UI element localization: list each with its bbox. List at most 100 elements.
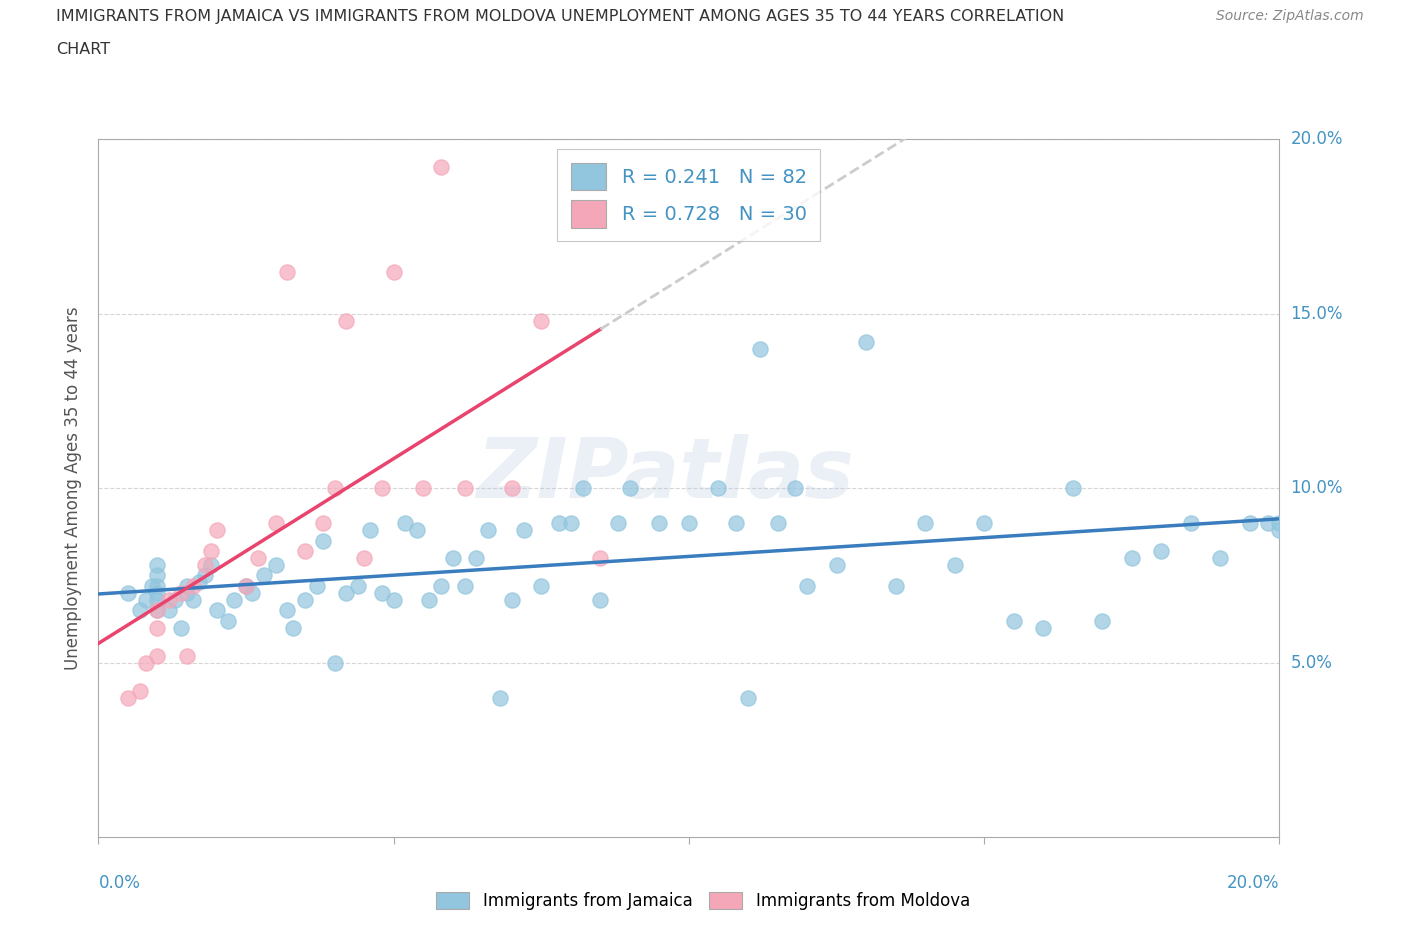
Point xyxy=(335,586,357,601)
Point xyxy=(359,523,381,538)
Point xyxy=(1091,614,1114,629)
Point xyxy=(825,558,848,573)
Point xyxy=(382,264,405,279)
Point xyxy=(707,481,730,496)
Text: IMMIGRANTS FROM JAMAICA VS IMMIGRANTS FROM MOLDOVA UNEMPLOYMENT AMONG AGES 35 TO: IMMIGRANTS FROM JAMAICA VS IMMIGRANTS FR… xyxy=(56,9,1064,24)
Point xyxy=(181,592,204,607)
Point xyxy=(146,558,169,573)
Point xyxy=(283,620,305,635)
Point xyxy=(146,603,169,618)
Point xyxy=(1062,481,1084,496)
Point xyxy=(305,578,328,593)
Point xyxy=(294,592,316,607)
Point xyxy=(453,578,475,593)
Text: Source: ZipAtlas.com: Source: ZipAtlas.com xyxy=(1216,9,1364,23)
Point xyxy=(224,592,246,607)
Point xyxy=(165,592,187,607)
Point xyxy=(1150,543,1173,558)
Point xyxy=(194,558,217,573)
Point xyxy=(1180,515,1202,530)
Point xyxy=(128,603,150,618)
Point xyxy=(501,481,523,496)
Point xyxy=(246,551,269,565)
Point xyxy=(589,551,612,565)
Point xyxy=(146,586,169,601)
Point xyxy=(312,515,335,530)
Point xyxy=(418,592,440,607)
Point xyxy=(548,515,571,530)
Point xyxy=(619,481,641,496)
Point xyxy=(335,313,357,328)
Point xyxy=(441,551,464,565)
Text: 20.0%: 20.0% xyxy=(1291,130,1343,149)
Point xyxy=(217,614,239,629)
Point xyxy=(489,690,512,705)
Text: 20.0%: 20.0% xyxy=(1227,874,1279,892)
Point xyxy=(157,592,180,607)
Point xyxy=(571,481,593,496)
Point xyxy=(371,586,394,601)
Point xyxy=(276,264,298,279)
Point xyxy=(205,603,228,618)
Point xyxy=(135,592,157,607)
Point xyxy=(135,655,157,670)
Point xyxy=(453,481,475,496)
Point xyxy=(170,620,193,635)
Point xyxy=(1239,515,1261,530)
Point xyxy=(347,578,370,593)
Point xyxy=(146,620,169,635)
Point xyxy=(530,578,553,593)
Point xyxy=(200,558,222,573)
Point xyxy=(589,592,612,607)
Point xyxy=(323,655,346,670)
Point xyxy=(181,578,204,593)
Point xyxy=(512,523,534,538)
Legend: R = 0.241   N = 82, R = 0.728   N = 30: R = 0.241 N = 82, R = 0.728 N = 30 xyxy=(558,149,820,241)
Point xyxy=(465,551,488,565)
Point xyxy=(501,592,523,607)
Point xyxy=(146,603,169,618)
Point xyxy=(785,481,807,496)
Point xyxy=(884,578,907,593)
Point xyxy=(264,515,287,530)
Point xyxy=(294,543,316,558)
Point xyxy=(560,515,582,530)
Point xyxy=(176,586,198,601)
Text: 15.0%: 15.0% xyxy=(1291,305,1343,323)
Point xyxy=(146,592,169,607)
Point xyxy=(146,568,169,583)
Point xyxy=(117,586,139,601)
Point xyxy=(187,575,209,590)
Point xyxy=(170,586,193,601)
Point xyxy=(766,515,789,530)
Point xyxy=(157,603,180,618)
Point xyxy=(371,481,394,496)
Point xyxy=(412,481,434,496)
Point xyxy=(253,568,276,583)
Point xyxy=(146,648,169,663)
Text: 0.0%: 0.0% xyxy=(98,874,141,892)
Point xyxy=(312,533,335,548)
Point xyxy=(648,515,671,530)
Point xyxy=(678,515,700,530)
Point xyxy=(1032,620,1054,635)
Point xyxy=(1209,551,1232,565)
Point xyxy=(141,578,163,593)
Point xyxy=(117,690,139,705)
Text: 5.0%: 5.0% xyxy=(1291,654,1333,671)
Point xyxy=(943,558,966,573)
Point xyxy=(737,690,759,705)
Point xyxy=(607,515,630,530)
Text: ZIPatlas: ZIPatlas xyxy=(477,433,855,515)
Point xyxy=(200,543,222,558)
Point xyxy=(353,551,375,565)
Point xyxy=(406,523,429,538)
Point xyxy=(477,523,499,538)
Legend: Immigrants from Jamaica, Immigrants from Moldova: Immigrants from Jamaica, Immigrants from… xyxy=(429,885,977,917)
Point xyxy=(430,578,453,593)
Point xyxy=(194,568,217,583)
Point xyxy=(725,515,748,530)
Point xyxy=(394,515,416,530)
Text: 10.0%: 10.0% xyxy=(1291,479,1343,498)
Point xyxy=(530,313,553,328)
